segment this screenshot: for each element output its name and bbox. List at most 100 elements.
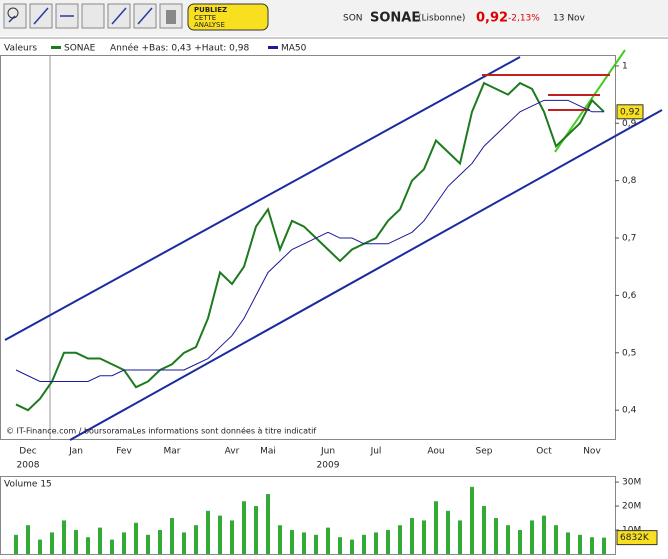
volume-bar bbox=[374, 532, 378, 554]
x-tick-label: Dec bbox=[19, 447, 36, 457]
volume-bar bbox=[86, 537, 90, 554]
volume-bar bbox=[446, 510, 450, 554]
y-tick-label: 30M bbox=[622, 478, 641, 488]
x-tick-label: Jan bbox=[68, 447, 83, 457]
volume-bar bbox=[218, 515, 222, 554]
volume-bar bbox=[254, 506, 258, 554]
x-tick-label: Nov bbox=[583, 447, 601, 457]
volume-bar bbox=[14, 534, 18, 554]
x-tick-label: Avr bbox=[225, 447, 240, 457]
x-tick-label: Mai bbox=[260, 447, 276, 457]
volume-bar bbox=[494, 518, 498, 554]
volume-bar bbox=[50, 532, 54, 554]
series-line bbox=[15, 99, 604, 382]
volume-bar bbox=[74, 530, 78, 554]
price-badge-label: 0,92 bbox=[620, 107, 640, 117]
legend-entry: MA50 bbox=[281, 44, 307, 54]
volume-bar bbox=[242, 501, 246, 554]
y-tick-label: 0,5 bbox=[622, 348, 636, 358]
volume-bar bbox=[398, 525, 402, 554]
volume-bar bbox=[506, 525, 510, 554]
volume-bar bbox=[206, 510, 210, 554]
volume-bar bbox=[266, 494, 270, 554]
trash-icon bbox=[166, 10, 176, 24]
y-tick-label: 0,7 bbox=[622, 234, 636, 244]
y-tick-label: 0,6 bbox=[622, 291, 637, 301]
lower-channel bbox=[69, 109, 663, 441]
volume-bar bbox=[278, 525, 282, 554]
publish-text: PUBLIEZ bbox=[194, 6, 227, 14]
volume-bar bbox=[194, 525, 198, 554]
volume-bar bbox=[158, 530, 162, 554]
fib-tool[interactable] bbox=[81, 3, 105, 29]
ticker-date: 13 Nov bbox=[553, 14, 586, 24]
volume-bar bbox=[470, 486, 474, 554]
x-tick-label: Fev bbox=[116, 447, 132, 457]
x-tick-label: Jul bbox=[370, 447, 382, 457]
legend-title: Valeurs bbox=[4, 44, 37, 54]
volume-bar bbox=[38, 539, 42, 554]
volume-panel bbox=[0, 476, 616, 555]
range-text: Année +Bas: 0,43 +Haut: 0,98 bbox=[110, 43, 249, 54]
volume-bar bbox=[182, 532, 186, 554]
volume-bar bbox=[458, 520, 462, 554]
volume-bar bbox=[362, 534, 366, 554]
series-line bbox=[15, 81, 605, 412]
volume-badge-label: 6832K bbox=[620, 533, 650, 543]
source-note: © IT-Finance.com / boursoramaLes informa… bbox=[6, 426, 316, 436]
x-tick-label: Mar bbox=[164, 447, 181, 457]
zoom-icon bbox=[7, 7, 19, 19]
publish-text: CETTE bbox=[194, 14, 216, 22]
year-label: 2008 bbox=[17, 461, 40, 471]
x-tick-label: Sep bbox=[476, 447, 493, 457]
volume-bar bbox=[338, 537, 342, 554]
volume-bar bbox=[302, 532, 306, 554]
year-label: 2009 bbox=[317, 461, 340, 471]
publish-text: ANALYSE bbox=[194, 21, 225, 29]
volume-bar bbox=[326, 527, 330, 554]
price-panel bbox=[0, 55, 616, 440]
legend-swatch bbox=[51, 46, 61, 49]
volume-bar bbox=[542, 515, 546, 554]
volume-bar bbox=[578, 534, 582, 554]
volume-bar bbox=[134, 522, 138, 554]
volume-bar bbox=[386, 530, 390, 554]
toolbar-buttons[interactable] bbox=[3, 3, 183, 29]
price-badge bbox=[616, 104, 644, 120]
ticker-market: (Lisbonne) bbox=[418, 14, 465, 24]
volume-bar bbox=[146, 534, 150, 554]
volume-bar bbox=[518, 530, 522, 554]
y-tick-label: 0,9 bbox=[622, 119, 637, 129]
volume-bar bbox=[590, 537, 594, 554]
volume-bar bbox=[530, 520, 534, 554]
volume-badge bbox=[616, 530, 658, 546]
upper-channel bbox=[4, 56, 521, 341]
volume-bar bbox=[170, 518, 174, 554]
x-tick-label: Oct bbox=[536, 447, 552, 457]
volume-bar bbox=[602, 537, 606, 554]
y-tick-label: 1 bbox=[622, 61, 628, 71]
volume-bar bbox=[314, 534, 318, 554]
volume-bar bbox=[26, 525, 30, 554]
volume-bar bbox=[62, 520, 66, 554]
ticker-prefix: SON bbox=[343, 14, 363, 24]
legend-swatch bbox=[268, 46, 278, 49]
x-tick-label: Aou bbox=[427, 447, 444, 457]
volume-bar bbox=[98, 527, 102, 554]
volume-title: Volume 15 bbox=[4, 480, 52, 490]
volume-bar bbox=[290, 530, 294, 554]
volume-bar bbox=[566, 532, 570, 554]
volume-bar bbox=[410, 518, 414, 554]
volume-bar bbox=[422, 520, 426, 554]
volume-bar bbox=[122, 532, 126, 554]
ticker-name: SONAE bbox=[370, 11, 420, 26]
volume-bar bbox=[110, 539, 114, 554]
volume-bar bbox=[230, 520, 234, 554]
y-tick-label: 20M bbox=[622, 502, 641, 512]
volume-bar bbox=[554, 525, 558, 554]
publish-button[interactable] bbox=[187, 3, 269, 31]
volume-bar bbox=[350, 539, 354, 554]
volume-bar bbox=[482, 506, 486, 554]
